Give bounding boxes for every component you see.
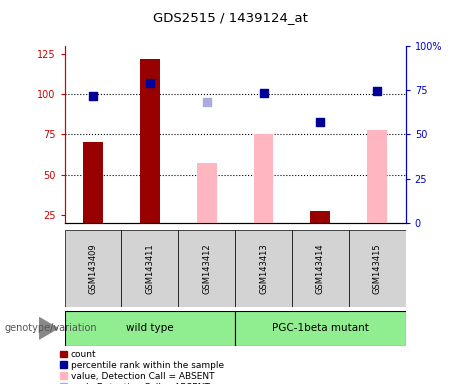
Text: GSM143414: GSM143414 — [316, 243, 325, 294]
Bar — [83, 142, 103, 223]
Polygon shape — [39, 318, 58, 339]
Bar — [254, 134, 273, 223]
Bar — [292, 230, 349, 307]
Point — [373, 88, 381, 94]
Point — [89, 93, 97, 99]
Point — [146, 80, 154, 86]
Point — [317, 119, 324, 125]
Text: PGC-1beta mutant: PGC-1beta mutant — [272, 323, 369, 333]
Bar — [310, 212, 331, 223]
Text: GSM143412: GSM143412 — [202, 243, 211, 294]
Text: genotype/variation: genotype/variation — [5, 323, 97, 333]
Text: GSM143415: GSM143415 — [373, 243, 382, 294]
Bar — [235, 230, 292, 307]
Bar — [349, 230, 406, 307]
Text: wild type: wild type — [126, 323, 174, 333]
Bar — [140, 59, 160, 223]
Legend: count, percentile rank within the sample, value, Detection Call = ABSENT, rank, : count, percentile rank within the sample… — [60, 350, 224, 384]
Bar — [367, 129, 387, 223]
Text: GSM143411: GSM143411 — [145, 243, 154, 294]
Text: GSM143413: GSM143413 — [259, 243, 268, 294]
Point — [203, 99, 210, 105]
Bar — [197, 163, 217, 223]
Bar — [65, 311, 235, 346]
Bar — [121, 230, 178, 307]
Text: GDS2515 / 1439124_at: GDS2515 / 1439124_at — [153, 12, 308, 25]
Text: GSM143409: GSM143409 — [89, 243, 97, 294]
Bar — [65, 230, 121, 307]
Bar — [178, 230, 235, 307]
Point — [260, 89, 267, 96]
Bar — [235, 311, 406, 346]
